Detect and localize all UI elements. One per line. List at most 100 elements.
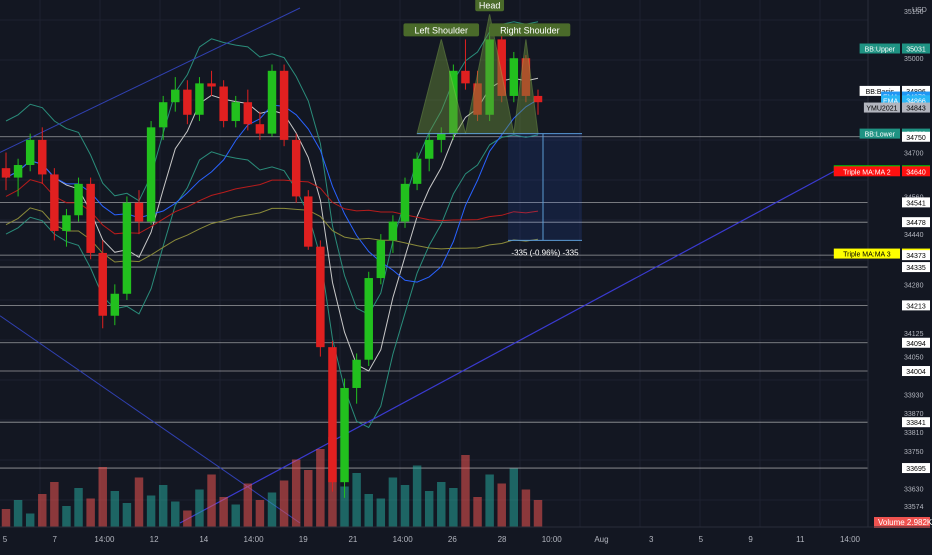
- time-tick-label: 7: [52, 535, 57, 544]
- volume-bar: [521, 489, 531, 527]
- price-tick-label: 33630: [904, 486, 924, 493]
- indicator-name-badge: [859, 128, 900, 139]
- candle-body[interactable]: [279, 70, 289, 140]
- indicator-name-badge: [863, 102, 900, 113]
- candle-body[interactable]: [316, 246, 325, 348]
- price-value-badge: [902, 197, 930, 208]
- price-tick-label: 33810: [904, 430, 924, 437]
- candle-body[interactable]: [376, 240, 386, 279]
- volume-bar: [134, 477, 144, 527]
- time-tick-label: 14:00: [393, 535, 414, 544]
- price-value: 34373: [906, 253, 926, 260]
- time-tick-label: 14: [199, 535, 208, 544]
- trendline: [179, 167, 841, 524]
- candle-body[interactable]: [110, 293, 120, 316]
- volume-bar: [219, 497, 228, 527]
- candle-body[interactable]: [449, 70, 458, 134]
- candle-body[interactable]: [255, 124, 265, 134]
- candle-body[interactable]: [437, 133, 446, 140]
- candle-body[interactable]: [424, 139, 434, 159]
- candle-body[interactable]: [219, 86, 228, 122]
- price-tick-label: 35000: [904, 56, 924, 63]
- volume-label: Volume 2.982K: [878, 518, 932, 527]
- candle-body[interactable]: [497, 39, 506, 96]
- candle-body[interactable]: [207, 83, 216, 87]
- candle-body[interactable]: [304, 196, 313, 247]
- head-label-bg: [475, 0, 505, 12]
- candle-body[interactable]: [171, 89, 180, 103]
- candle-body[interactable]: [412, 158, 422, 184]
- price-value-badge: [902, 417, 930, 428]
- candle-body[interactable]: [38, 139, 47, 175]
- candle-body[interactable]: [158, 102, 168, 128]
- right-shoulder-label: Right Shoulder: [500, 25, 560, 35]
- volume-bar: [195, 489, 204, 527]
- candle-body[interactable]: [25, 139, 35, 166]
- candle-body[interactable]: [50, 174, 59, 231]
- candle-body[interactable]: [62, 215, 71, 231]
- price-value-badge: [902, 95, 930, 106]
- currency-label: USD: [912, 7, 927, 14]
- candle-body[interactable]: [74, 183, 83, 216]
- indicator-name: BB:Lower: [865, 132, 896, 139]
- candle-body[interactable]: [473, 83, 482, 115]
- candle-body[interactable]: [134, 202, 144, 222]
- candle-body[interactable]: [267, 70, 277, 134]
- candle-body[interactable]: [533, 95, 543, 103]
- volume-bar: [50, 482, 59, 527]
- candle-body[interactable]: [352, 359, 361, 388]
- candle-body[interactable]: [509, 58, 519, 96]
- volume-bar: [449, 488, 458, 527]
- candle-body[interactable]: [86, 183, 95, 253]
- candle-body[interactable]: [328, 347, 337, 483]
- volume-bar: [13, 500, 23, 527]
- volume-bar: [98, 467, 107, 527]
- trendline: [0, 7, 301, 153]
- price-tick-label: 33870: [904, 411, 924, 418]
- candle-body[interactable]: [98, 252, 107, 316]
- candle-body[interactable]: [521, 58, 531, 96]
- candle-body[interactable]: [183, 89, 192, 115]
- volume-bar: [485, 474, 494, 527]
- volume-bar: [86, 498, 95, 527]
- volume-bar: [146, 495, 156, 527]
- price-value-badge: [902, 250, 930, 261]
- left-shoulder-label: Left Shoulder: [414, 25, 468, 35]
- candle-body[interactable]: [291, 139, 301, 197]
- candle-body[interactable]: [388, 221, 398, 241]
- volume-bar: [340, 486, 349, 527]
- time-tick-label: 10:00: [542, 535, 563, 544]
- candle-body[interactable]: [340, 387, 349, 483]
- price-tick-label: 34050: [904, 355, 924, 362]
- price-value: 34004: [906, 369, 926, 376]
- volume-bar: [122, 503, 132, 527]
- price-tick-label: 33574: [904, 504, 924, 511]
- price-value: 35031: [906, 47, 926, 54]
- candle-body[interactable]: [146, 127, 156, 222]
- candle-body[interactable]: [231, 102, 240, 122]
- indicator-name-badge: [859, 85, 900, 96]
- volume-bar: [473, 497, 482, 527]
- price-value: 34866: [906, 98, 926, 105]
- price-tick-label: 34125: [904, 331, 924, 338]
- candle-body[interactable]: [400, 183, 410, 222]
- candle-body[interactable]: [195, 83, 204, 115]
- candle-body[interactable]: [461, 70, 470, 84]
- candle-body[interactable]: [13, 165, 23, 178]
- candle-body[interactable]: [485, 39, 494, 115]
- candle-body[interactable]: [122, 202, 132, 294]
- candle-body[interactable]: [1, 168, 11, 178]
- indicator-name: BB:Upper: [865, 47, 896, 54]
- head-label: Head: [479, 0, 501, 10]
- time-tick-label: 21: [348, 535, 357, 544]
- candle-body[interactable]: [364, 278, 373, 360]
- price-value: 34640: [906, 169, 926, 176]
- volume-bar: [291, 459, 301, 527]
- time-tick-label: 28: [498, 535, 507, 544]
- price-tick-label: 34280: [904, 282, 924, 289]
- indicator-name-badge: [833, 248, 900, 259]
- volume-bar: [316, 449, 325, 527]
- candle-body[interactable]: [243, 102, 253, 125]
